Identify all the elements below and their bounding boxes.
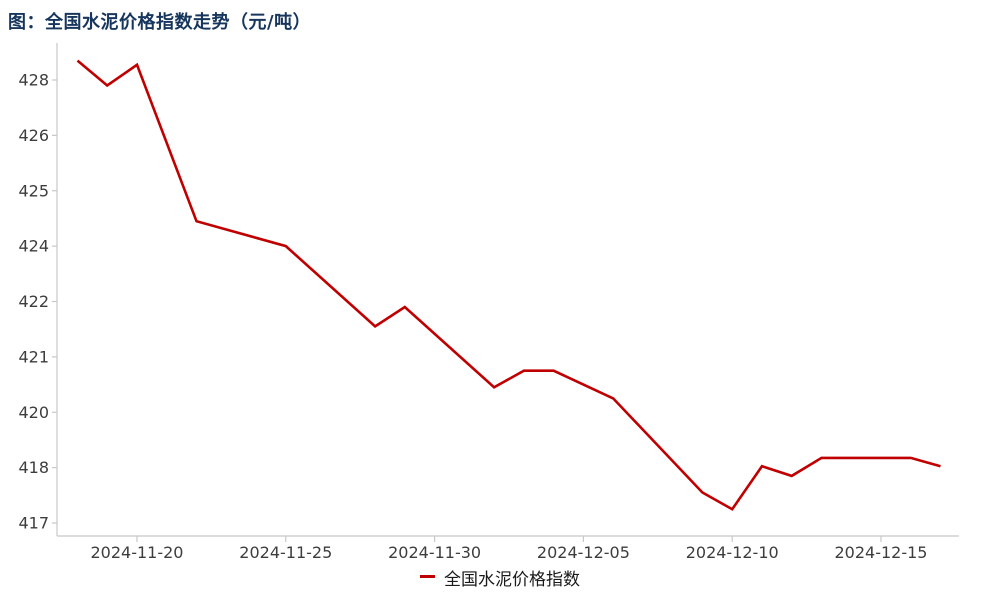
x-tick-label: 2024-12-15 (835, 543, 928, 560)
series-legend-label: 全国水泥价格指数 (444, 570, 581, 590)
series-line-marker (419, 575, 435, 578)
y-tick-label: 421 (18, 347, 49, 366)
y-tick-label: 418 (18, 458, 49, 477)
price-index-line (76, 59, 941, 511)
chart-title: 图：全国水泥价格指数走势（元/吨） (8, 12, 312, 33)
y-tick-label: 424 (18, 237, 49, 256)
line-chart-canvas: 428 426 425 424 422 421 420 418 417 2024-11-20 202… (18, 43, 959, 560)
x-tick-label: 2024-11-30 (388, 543, 481, 560)
y-tick-label: 422 (18, 292, 49, 311)
y-tick-label: 428 (18, 71, 49, 90)
y-tick-label: 426 (18, 126, 49, 145)
y-tick-label: 425 (18, 181, 49, 200)
y-tick-label: 420 (18, 403, 49, 422)
y-tick-label: 417 (18, 514, 49, 533)
x-tick-label: 2024-11-25 (239, 543, 332, 560)
legend: 全国水泥价格指数 (0, 565, 1000, 590)
x-tick-label: 2024-11-20 (91, 543, 184, 560)
x-tick-label: 2024-12-05 (537, 543, 630, 560)
x-tick-label: 2024-12-10 (686, 543, 779, 560)
